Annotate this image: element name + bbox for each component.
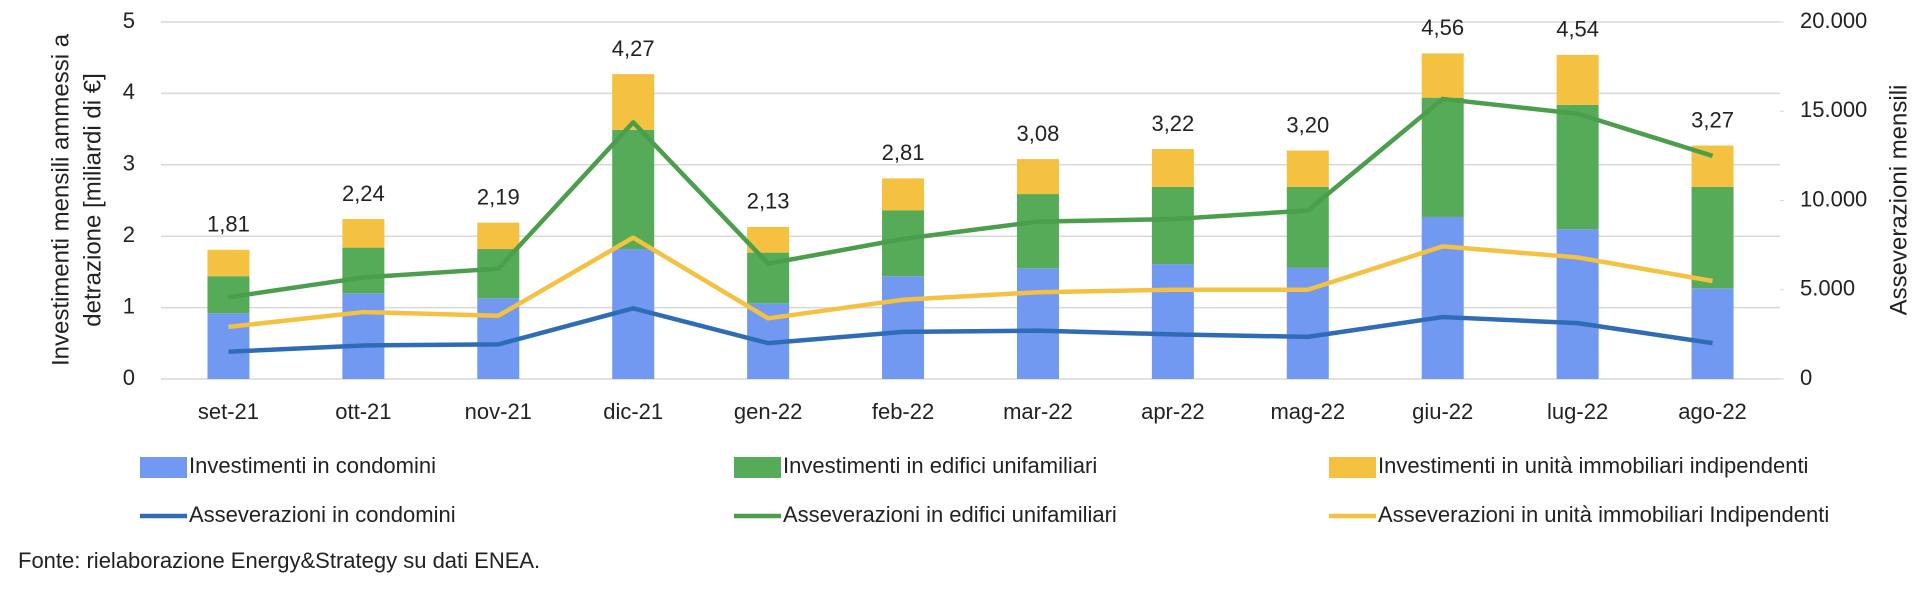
bar-segment: [207, 249, 250, 277]
x-tick-label: feb-22: [872, 399, 934, 424]
bar-segment: [1421, 216, 1464, 379]
bar-segment: [1421, 53, 1464, 98]
y2-tick-label: 5.000: [1800, 276, 1855, 301]
x-tick-label: ott-21: [335, 399, 391, 424]
legend-label: Asseverazioni in edifici unifamiliari: [783, 502, 1117, 527]
legend-swatch: [734, 457, 781, 478]
legend-swatch: [1329, 457, 1376, 478]
x-tick-label: ago-22: [1678, 399, 1747, 424]
source-note: Fonte: rielaborazione Energy&Strategy su…: [18, 548, 540, 573]
total-label: 4,54: [1556, 17, 1599, 42]
bar-segment: [882, 178, 925, 211]
x-tick-label: gen-22: [734, 399, 803, 424]
total-label: 3,08: [1017, 121, 1060, 146]
bar-segment: [1016, 159, 1059, 195]
y-tick-label: 0: [123, 365, 135, 390]
x-tick-label: dic-21: [603, 399, 663, 424]
y2-tick-label: 0: [1800, 365, 1812, 390]
x-tick-label: giu-22: [1412, 399, 1473, 424]
bar-segment: [477, 249, 520, 299]
bar-segment: [1556, 104, 1599, 230]
bar-segment: [1016, 194, 1059, 269]
y-axis-title: detrazione [miliardi di €]: [79, 73, 106, 326]
legend-label: Investimenti in condomini: [189, 453, 436, 478]
bar-segment: [1556, 54, 1599, 105]
y2-tick-label: 10.000: [1800, 186, 1867, 211]
x-tick-label: nov-21: [465, 399, 532, 424]
bar-segment: [342, 247, 385, 294]
line-series: [228, 96, 1714, 300]
y-tick-label: 3: [123, 151, 135, 176]
legend-label: Asseverazioni in condomini: [189, 502, 456, 527]
total-label: 2,24: [342, 181, 385, 206]
y-tick-label: 5: [123, 8, 135, 33]
bar-segment: [1016, 268, 1059, 379]
total-label: 4,27: [612, 36, 655, 61]
total-label: 2,13: [747, 189, 790, 214]
bar-segment: [1691, 186, 1734, 289]
bar-segment: [1151, 264, 1194, 379]
bar-segment: [1286, 150, 1329, 187]
bar-segment: [342, 293, 385, 379]
y-axis-title: Investimenti mensili ammessi a: [47, 33, 74, 366]
y2-tick-label: 20.000: [1800, 8, 1867, 33]
total-label: 3,27: [1691, 107, 1734, 132]
total-label: 2,81: [882, 140, 925, 165]
x-tick-label: mag-22: [1270, 399, 1345, 424]
y2-tick-label: 15.000: [1800, 97, 1867, 122]
bar-segment: [1691, 288, 1734, 379]
legend-swatch: [140, 457, 187, 478]
x-tick-label: lug-22: [1547, 399, 1608, 424]
bar-segment: [882, 276, 925, 379]
y-tick-label: 1: [123, 293, 135, 318]
total-label: 2,19: [477, 184, 520, 209]
total-label: 4,56: [1421, 15, 1464, 40]
x-tick-label: mar-22: [1003, 399, 1073, 424]
bar-segment: [1151, 186, 1194, 265]
bar-segment: [1151, 149, 1194, 187]
bar-segment: [1556, 229, 1599, 379]
line-series: [228, 306, 1713, 354]
bar-segment: [342, 219, 385, 248]
bar-segment: [1421, 97, 1464, 217]
legend-label: Investimenti in edifici unifamiliari: [783, 453, 1097, 478]
legend-label: Asseverazioni in unità immobiliari Indip…: [1378, 502, 1829, 527]
total-label: 3,22: [1151, 111, 1194, 136]
y-tick-label: 4: [123, 79, 135, 104]
bar-segment: [477, 222, 520, 250]
bar-segment: [612, 129, 655, 250]
x-tick-label: set-21: [198, 399, 259, 424]
x-tick-label: apr-22: [1141, 399, 1205, 424]
y-tick-label: 2: [123, 222, 135, 247]
total-label: 3,20: [1286, 112, 1329, 137]
line-series: [228, 235, 1713, 330]
legend-label: Investimenti in unità immobiliari indipe…: [1378, 453, 1808, 478]
total-label: 1,81: [207, 212, 250, 237]
y2-axis-title: Asseverazioni mensili: [1885, 85, 1912, 316]
